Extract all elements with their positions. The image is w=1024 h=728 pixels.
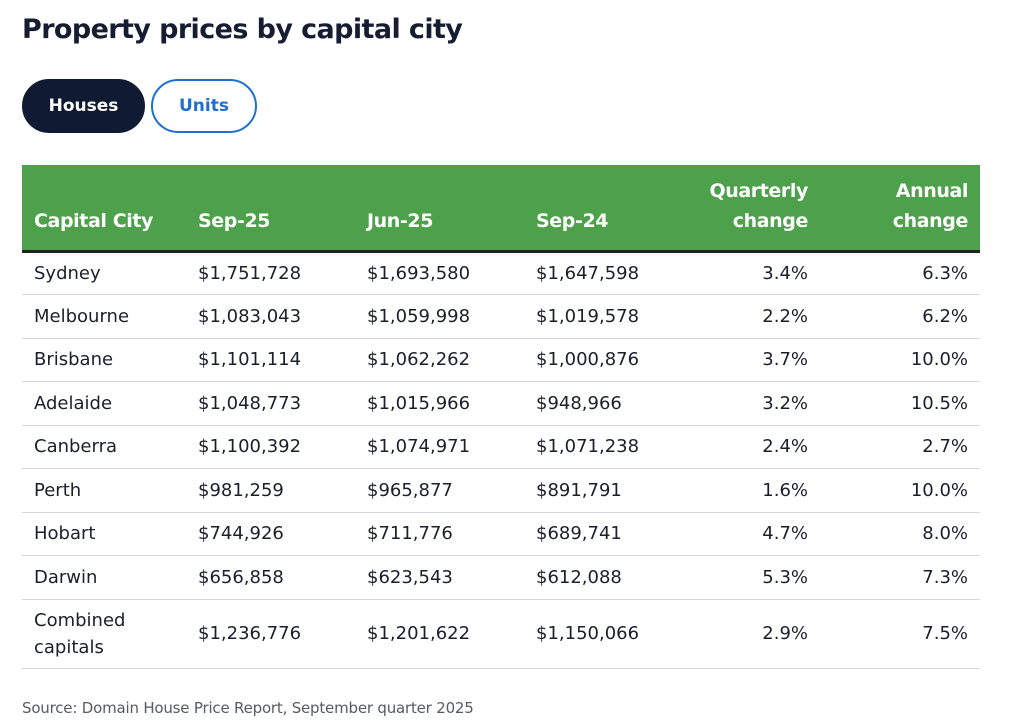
tab-units[interactable]: Units xyxy=(151,79,257,133)
cell-quarterly-change: 5.3% xyxy=(693,555,820,600)
cell-sep-25: $656,858 xyxy=(186,555,355,600)
table-row: Adelaide $1,048,773 $1,015,966 $948,966 … xyxy=(22,381,980,426)
cell-sep-25: $744,926 xyxy=(186,512,355,556)
table-row: Melbourne $1,083,043 $1,059,998 $1,019,5… xyxy=(22,294,980,339)
table-row: Hobart $744,926 $711,776 $689,741 4.7% 8… xyxy=(22,512,980,556)
table-row: Darwin $656,858 $623,543 $612,088 5.3% 7… xyxy=(22,555,980,600)
table-row: Combined capitals $1,236,776 $1,201,622 … xyxy=(22,599,980,669)
cell-quarterly-change: 3.2% xyxy=(693,381,820,426)
cell-quarterly-change: 4.7% xyxy=(693,512,820,556)
cell-sep-25: $1,101,114 xyxy=(186,338,355,382)
cell-sep-24: $891,791 xyxy=(524,468,693,513)
cell-sep-25: $981,259 xyxy=(186,468,355,513)
cell-sep-24: $1,019,578 xyxy=(524,294,693,339)
cell-jun-25: $1,059,998 xyxy=(355,294,524,339)
header-sep-25: Sep-25 xyxy=(186,165,355,253)
cell-sep-24: $1,000,876 xyxy=(524,338,693,382)
table-row: Perth $981,259 $965,877 $891,791 1.6% 10… xyxy=(22,468,980,513)
cell-annual-change: 8.0% xyxy=(820,512,980,556)
cell-jun-25: $965,877 xyxy=(355,468,524,513)
price-table: Capital City Sep-25 Jun-25 Sep-24 Quarte… xyxy=(22,165,980,669)
header-quarterly-change: Quarterly change xyxy=(693,165,820,253)
cell-sep-24: $612,088 xyxy=(524,555,693,600)
cell-city: Darwin xyxy=(22,555,186,600)
cell-sep-24: $1,150,066 xyxy=(524,599,693,669)
cell-annual-change: 10.0% xyxy=(820,338,980,382)
cell-city: Perth xyxy=(22,468,186,513)
source-note: Source: Domain House Price Report, Septe… xyxy=(22,699,474,717)
property-type-tabs: Houses Units xyxy=(22,79,257,133)
cell-jun-25: $1,693,580 xyxy=(355,251,524,295)
cell-quarterly-change: 2.4% xyxy=(693,425,820,469)
cell-jun-25: $1,062,262 xyxy=(355,338,524,382)
cell-quarterly-change: 1.6% xyxy=(693,468,820,513)
cell-annual-change: 6.2% xyxy=(820,294,980,339)
cell-sep-24: $689,741 xyxy=(524,512,693,556)
cell-annual-change: 7.5% xyxy=(820,599,980,669)
cell-sep-24: $1,071,238 xyxy=(524,425,693,469)
cell-jun-25: $1,015,966 xyxy=(355,381,524,426)
cell-annual-change: 7.3% xyxy=(820,555,980,600)
cell-city: Combined capitals xyxy=(22,599,186,669)
cell-jun-25: $1,074,971 xyxy=(355,425,524,469)
cell-city: Adelaide xyxy=(22,381,186,426)
cell-sep-25: $1,048,773 xyxy=(186,381,355,426)
table-header: Capital City Sep-25 Jun-25 Sep-24 Quarte… xyxy=(22,165,980,253)
cell-sep-25: $1,236,776 xyxy=(186,599,355,669)
cell-jun-25: $711,776 xyxy=(355,512,524,556)
cell-annual-change: 2.7% xyxy=(820,425,980,469)
cell-city: Canberra xyxy=(22,425,186,469)
cell-quarterly-change: 3.4% xyxy=(693,251,820,295)
page-title: Property prices by capital city xyxy=(22,14,463,45)
header-capital-city: Capital City xyxy=(22,165,186,253)
cell-quarterly-change: 2.2% xyxy=(693,294,820,339)
cell-jun-25: $623,543 xyxy=(355,555,524,600)
cell-annual-change: 10.5% xyxy=(820,381,980,426)
cell-city: Hobart xyxy=(22,512,186,556)
cell-city: Melbourne xyxy=(22,294,186,339)
table-body: Sydney $1,751,728 $1,693,580 $1,647,598 … xyxy=(22,251,980,669)
cell-city: Sydney xyxy=(22,251,186,295)
table-row: Brisbane $1,101,114 $1,062,262 $1,000,87… xyxy=(22,338,980,382)
header-sep-24: Sep-24 xyxy=(524,165,693,253)
cell-jun-25: $1,201,622 xyxy=(355,599,524,669)
cell-sep-24: $1,647,598 xyxy=(524,251,693,295)
cell-annual-change: 10.0% xyxy=(820,468,980,513)
cell-sep-25: $1,100,392 xyxy=(186,425,355,469)
table-row: Sydney $1,751,728 $1,693,580 $1,647,598 … xyxy=(22,251,980,295)
cell-sep-25: $1,083,043 xyxy=(186,294,355,339)
header-jun-25: Jun-25 xyxy=(355,165,524,253)
header-annual-change: Annual change xyxy=(820,165,980,253)
cell-quarterly-change: 3.7% xyxy=(693,338,820,382)
table-row: Canberra $1,100,392 $1,074,971 $1,071,23… xyxy=(22,425,980,469)
cell-sep-24: $948,966 xyxy=(524,381,693,426)
cell-city: Brisbane xyxy=(22,338,186,382)
cell-sep-25: $1,751,728 xyxy=(186,251,355,295)
cell-quarterly-change: 2.9% xyxy=(693,599,820,669)
header-row: Capital City Sep-25 Jun-25 Sep-24 Quarte… xyxy=(22,165,980,253)
tab-houses[interactable]: Houses xyxy=(22,79,145,133)
cell-annual-change: 6.3% xyxy=(820,251,980,295)
